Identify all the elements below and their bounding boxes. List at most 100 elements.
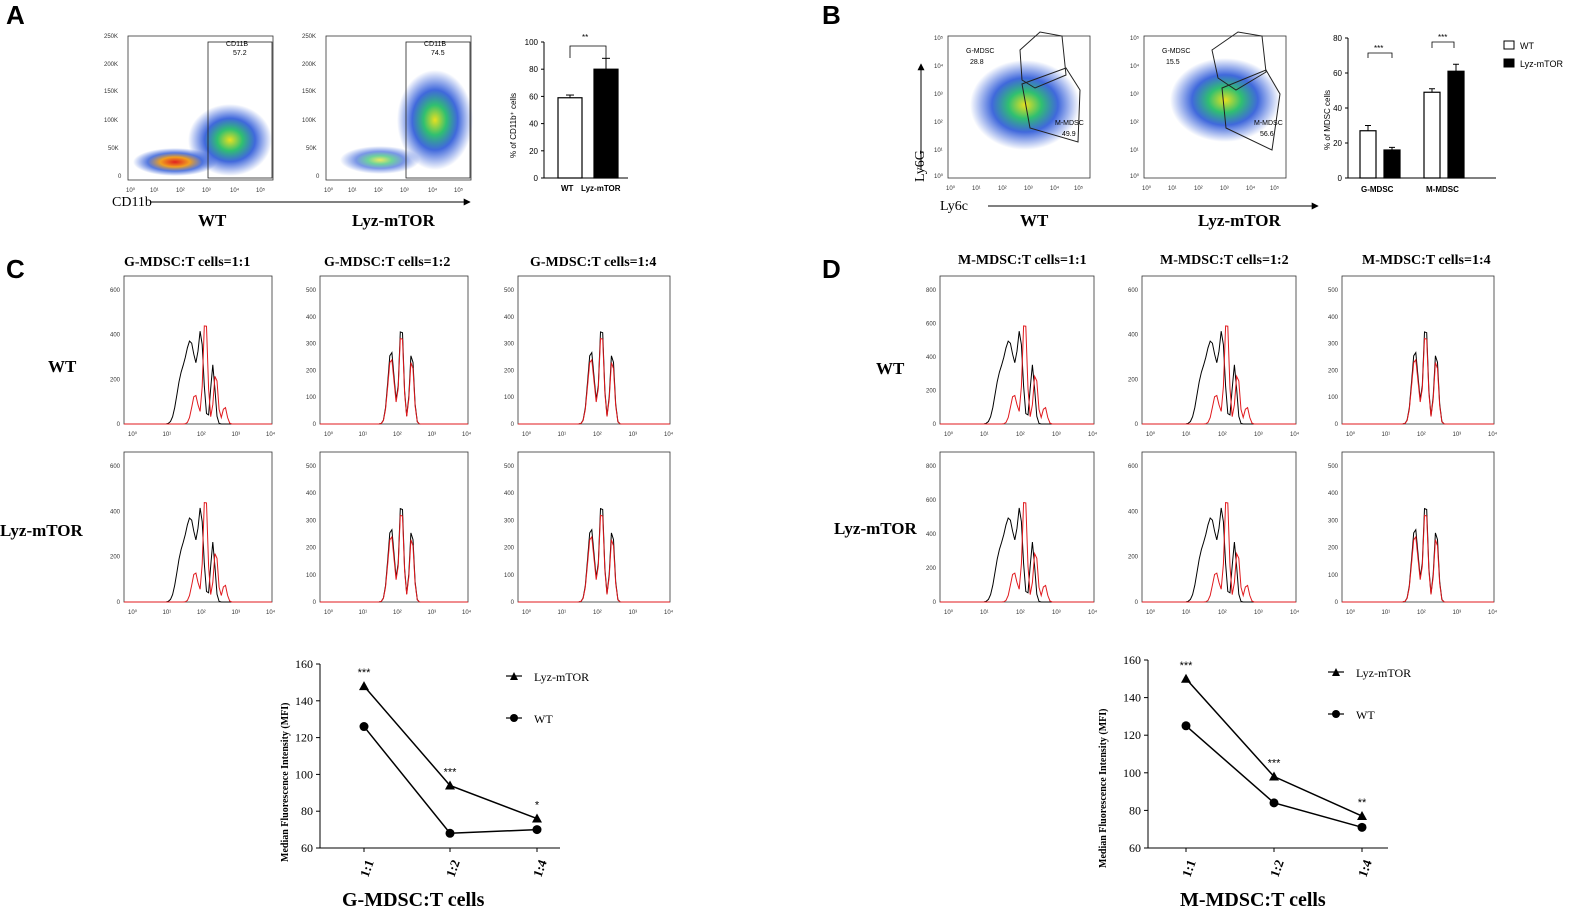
legend-label-wt: WT <box>1356 708 1375 722</box>
panel-letter-b: B <box>822 0 841 30</box>
histogram-frame <box>939 451 1095 603</box>
y-tick-label: 0 <box>117 422 121 428</box>
y-tick-label: 400 <box>926 532 937 538</box>
group-label-lyz: Lyz-mTOR <box>1198 211 1282 230</box>
legend-marker-lyz <box>510 672 518 680</box>
panel-c-titles: G-MDSC:T cells=1:1 G-MDSC:T cells=1:2 G-… <box>0 255 656 540</box>
svg-text:10²: 10² <box>176 188 185 194</box>
data-point-wt <box>1181 721 1191 731</box>
x-tick-label: 10⁴ <box>266 431 276 438</box>
y-tick-label: 600 <box>926 498 937 504</box>
histogram-curve-lyz <box>1342 337 1494 425</box>
x-axis-label: M-MDSC:T cells <box>1180 889 1326 911</box>
y-tick-label: 300 <box>306 518 317 524</box>
y-tick-label: 200 <box>306 546 317 552</box>
histogram-frame <box>1141 451 1297 603</box>
significance-mark: * <box>535 800 540 812</box>
histogram-panel: 500 400 300 200 100 0 10⁰ 10¹ 10² 10³ 10⁴ <box>1328 275 1498 438</box>
y-tick-label: 0 <box>1338 174 1343 183</box>
significance-bracket <box>1367 52 1393 58</box>
y-tick-label: 400 <box>1328 315 1339 321</box>
x-tick-label: 10¹ <box>1382 432 1391 438</box>
y-tick-label: 200 <box>110 555 121 561</box>
histogram-layer: 600 400 200 0 10⁰ 10¹ 10² 10³ 10⁴ 600 400 200 0 10⁰ 10… <box>110 275 1498 616</box>
svg-text:10⁰: 10⁰ <box>126 187 136 194</box>
svg-text:10⁴: 10⁴ <box>1130 63 1140 70</box>
svg-text:50K: 50K <box>108 146 119 152</box>
group-label-wt: WT <box>1020 211 1049 230</box>
svg-text:10⁰: 10⁰ <box>1142 185 1152 192</box>
x-tick-label: 10⁰ <box>324 609 334 616</box>
gate-label: M-MDSC <box>1254 120 1283 127</box>
flow-ylabel: Ly6G <box>913 150 928 182</box>
histogram-curve-lyz <box>518 514 670 603</box>
y-tick-label: 400 <box>110 509 121 515</box>
svg-text:10³: 10³ <box>934 92 943 98</box>
bar-lyz-mtor <box>593 68 619 179</box>
y-tick-label: 400 <box>504 491 515 497</box>
bar-wt <box>1359 130 1377 179</box>
svg-text:250K: 250K <box>104 34 118 40</box>
histogram-frame <box>1141 275 1297 425</box>
x-tick-label: 10¹ <box>980 432 989 438</box>
y-tick-label: 300 <box>504 518 515 524</box>
histogram-frame <box>517 275 671 425</box>
row-label-lyz: Lyz-mTOR <box>834 519 918 538</box>
svg-text:10⁰: 10⁰ <box>324 187 334 194</box>
y-tick-label: 0 <box>933 600 937 606</box>
y-tick-label: 0 <box>534 174 539 183</box>
svg-text:10¹: 10¹ <box>934 148 943 154</box>
histogram-frame <box>319 451 469 603</box>
legend-label-lyz: Lyz-mTOR <box>1356 666 1411 680</box>
y-tick-label: 600 <box>1128 464 1139 470</box>
hist-title: G-MDSC:T cells=1:1 <box>124 255 250 270</box>
svg-text:10⁰: 10⁰ <box>934 173 944 180</box>
x-tick-label: 10² <box>197 432 206 438</box>
y-tick-label: 140 <box>295 694 313 708</box>
svg-text:10⁵: 10⁵ <box>454 187 464 194</box>
y-tick-label: 100 <box>1123 766 1141 780</box>
x-tick-label: 10² <box>1218 610 1227 616</box>
x-tick-label: 1:2 <box>443 858 463 879</box>
y-tick-label: 0 <box>511 422 515 428</box>
significance-mark: *** <box>444 766 458 778</box>
x-tick-label: 10⁴ <box>266 609 276 616</box>
x-tick-label: 10⁴ <box>664 431 674 438</box>
flow-frame <box>1143 35 1287 179</box>
svg-text:100K: 100K <box>104 118 118 124</box>
bar-wt <box>1423 91 1441 179</box>
y-ticks: 250K 200K 150K 100K 50K 0 <box>302 34 320 180</box>
y-axis-label: Median Fluorescence Intensity (MFI) <box>1098 708 1109 868</box>
gate-label: CD11B <box>424 41 446 48</box>
legend-swatch-wt <box>1503 40 1515 50</box>
bar-lyz-mtor <box>1447 70 1465 179</box>
histogram-panel: 500 400 300 200 100 0 10⁰ 10¹ 10² 10³ 10⁴ <box>306 275 472 438</box>
line-chart-c: Median Fluorescence Intensity (MFI) G-MD… <box>280 657 589 911</box>
gate-value: 74.5 <box>431 50 445 57</box>
svg-text:10⁰: 10⁰ <box>1130 173 1140 180</box>
x-tick-label: 10³ <box>232 432 241 438</box>
y-tick-label: 400 <box>306 315 317 321</box>
flow-density <box>970 60 1080 150</box>
y-tick-label: 800 <box>926 288 937 294</box>
svg-text:0: 0 <box>118 174 122 180</box>
row-label-wt: WT <box>876 359 905 378</box>
histogram-frame <box>123 451 273 603</box>
histogram-curve-wt <box>124 507 272 603</box>
y-tick-label: 100 <box>504 395 515 401</box>
histogram-panel: 500 400 300 200 100 0 10⁰ 10¹ 10² 10³ 10⁴ <box>1328 451 1498 616</box>
svg-text:150K: 150K <box>104 89 118 95</box>
hist-title: M-MDSC:T cells=1:2 <box>1160 253 1289 268</box>
legend-marker-lyz <box>1332 668 1340 676</box>
histogram-curve-wt <box>940 331 1094 425</box>
x-tick-label: 10¹ <box>558 432 567 438</box>
svg-text:10³: 10³ <box>202 188 211 194</box>
gate-label: M-MDSC <box>1055 120 1084 127</box>
x-tick-label: 10² <box>1218 432 1227 438</box>
x-tick-label: 10³ <box>428 610 437 616</box>
y-tick-label: 60 <box>301 841 313 855</box>
data-point-lyz-mtor <box>359 681 369 691</box>
svg-text:10⁵: 10⁵ <box>1074 185 1084 192</box>
y-tick-label: 200 <box>110 377 121 383</box>
